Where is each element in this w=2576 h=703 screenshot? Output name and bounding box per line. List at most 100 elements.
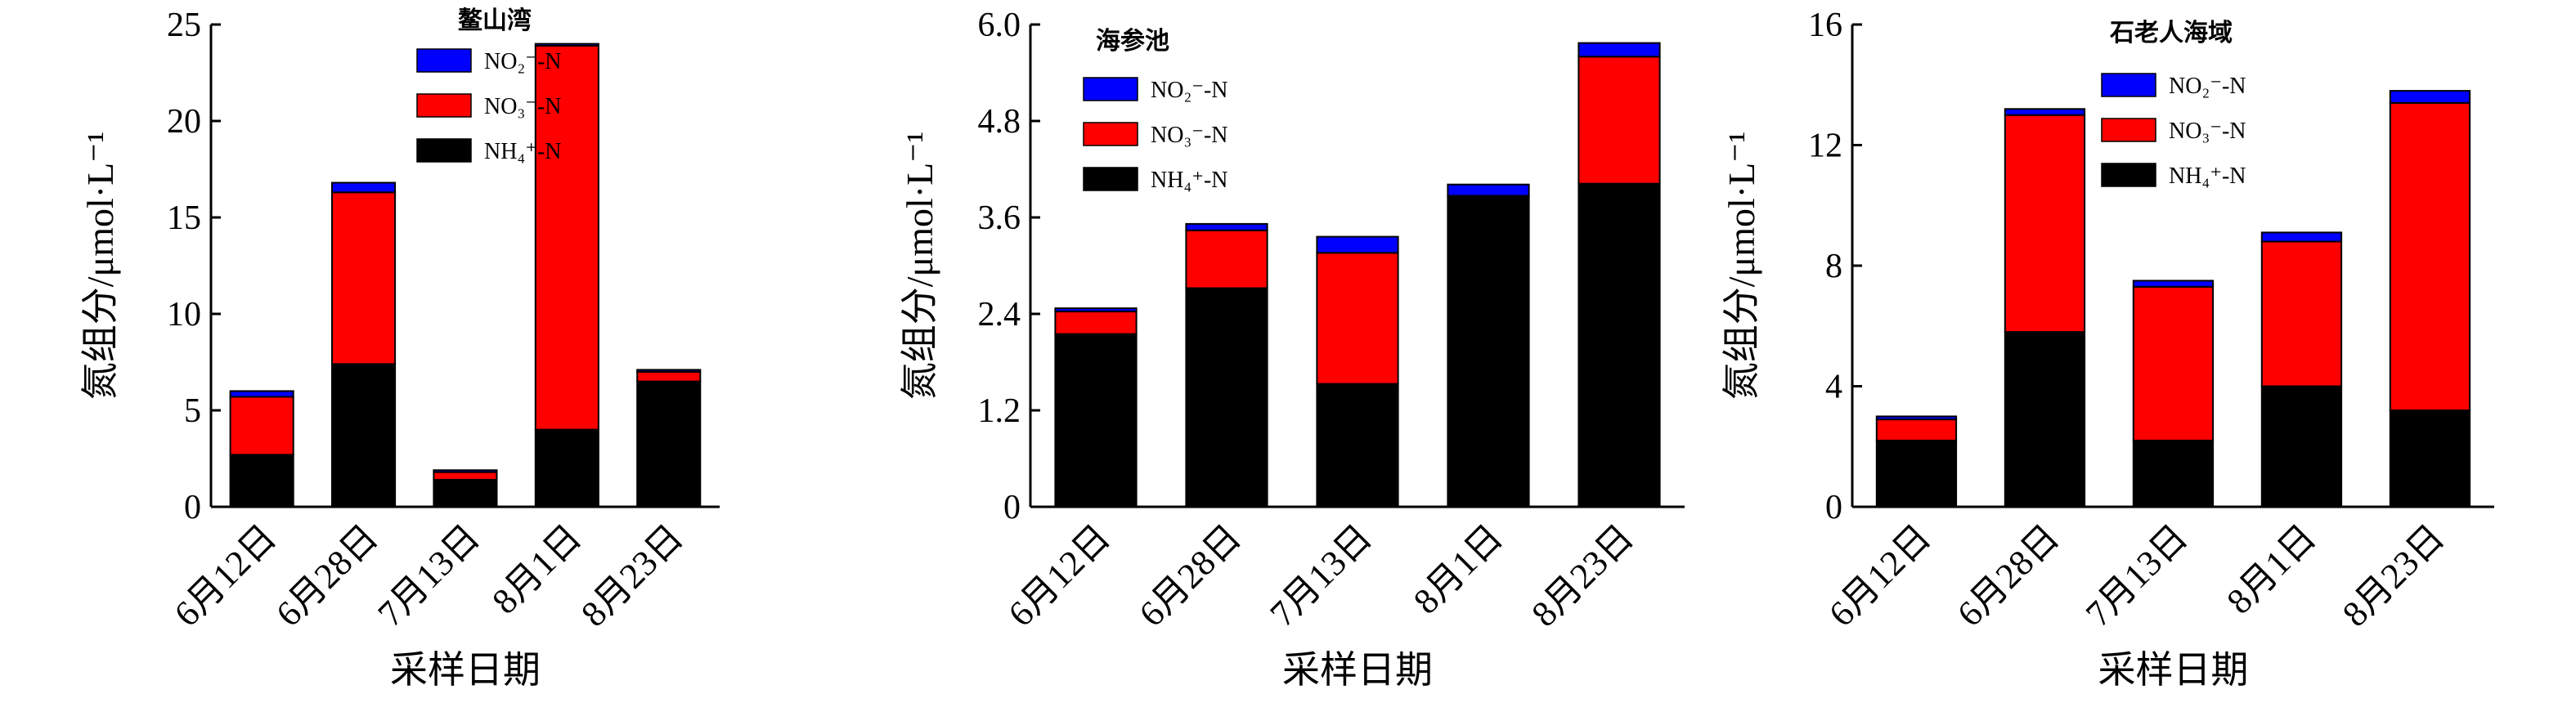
bar-segment-2-2 (331, 191, 397, 365)
bar-segment-3-5 (2389, 90, 2471, 104)
x-axis-title: 采样日期 (2098, 649, 2249, 691)
legend-label: NO₃⁻-N (2169, 119, 2246, 144)
bar-segment-1-1 (1054, 333, 1138, 508)
y-tick-label: 0 (1003, 489, 1021, 526)
y-tick-label: 3.6 (978, 199, 1021, 237)
x-tick-label: 6月28日 (1950, 517, 2067, 634)
chart-title: 海参池 (1096, 28, 1169, 55)
bar-segment-3-3 (1316, 235, 1399, 254)
y-tick-label: 2.4 (978, 296, 1021, 334)
y-tick-label: 4 (1825, 369, 1842, 406)
bar-segment-3-3 (433, 469, 498, 473)
x-tick-label: 6月12日 (1821, 517, 1939, 634)
legend-label: NO₃⁻-N (484, 94, 562, 119)
y-tick-label: 15 (167, 199, 201, 237)
bar-segment-3-4 (2260, 231, 2343, 243)
legend-swatch (2101, 118, 2156, 142)
legend-label: NH₄⁺-N (484, 139, 562, 164)
legend-label: NH₄⁺-N (2169, 163, 2246, 189)
bar-segment-2-1 (229, 396, 294, 456)
legend: NO₂⁻-N NO₃⁻-N NH₄⁺-N (1083, 77, 1228, 193)
x-axis-title: 采样日期 (390, 649, 541, 691)
bar-segment-1-5 (2389, 410, 2471, 508)
bar-segment-2-5 (636, 370, 702, 383)
bar-segment-3-2 (1185, 222, 1268, 231)
legend-label: NO₃⁻-N (1151, 123, 1228, 148)
bar-segment-1-5 (1577, 182, 1661, 508)
legend-swatch (2101, 73, 2156, 97)
bar-segment-1-2 (331, 363, 397, 508)
bar-segment-2-4 (2260, 240, 2343, 387)
chart-title: 鳌山湾 (458, 7, 532, 34)
bar-segment-3-1 (1875, 415, 1958, 421)
chart-panel-2: 0 1.2 2.4 3.6 4.8 6.0 6月12日 6月28日 7月13日 8月1日 8月23日… (899, 7, 1685, 691)
bar-segment-2-3 (433, 471, 498, 481)
bar-segment-3-4 (534, 43, 599, 47)
x-tick-label: 8月1日 (1406, 517, 1510, 621)
x-tick-label: 6月28日 (1132, 517, 1250, 634)
y-tick-label: 10 (167, 296, 201, 334)
legend-swatch (1083, 77, 1138, 101)
y-tick-label: 1.2 (978, 392, 1021, 430)
legend: NO₂⁻-N NO₃⁻-N NH₄⁺-N (2101, 73, 2246, 189)
y-tick-label: 5 (184, 392, 201, 430)
bar-segment-2-5 (2389, 101, 2471, 412)
chart-panel-1: 05101520256月12日6月28日7月13日8月1日8月23日采样日期氮组… (79, 7, 720, 691)
legend-swatch (416, 48, 472, 73)
y-tick-label: 6.0 (978, 7, 1021, 44)
x-tick-label: 8月23日 (2335, 517, 2453, 634)
bar-segment-2-2 (1185, 229, 1268, 289)
legend-swatch (1083, 167, 1138, 191)
legend-swatch (416, 138, 472, 163)
y-tick-label: 25 (167, 7, 201, 44)
legend-label: NH₄⁺-N (1151, 168, 1228, 193)
legend-label: NO₂⁻-N (484, 49, 562, 74)
bar-segment-1-5 (636, 380, 702, 508)
bar-segment-2-3 (2132, 285, 2215, 441)
bar-segment-1-4 (1447, 195, 1530, 508)
chart-title: 石老人海域 (2109, 20, 2233, 47)
x-axis-title: 采样日期 (1282, 649, 1433, 691)
y-tick-label: 4.8 (978, 103, 1021, 141)
y-axis-title: 氮组分/μmol·L⁻¹ (1721, 132, 1762, 401)
bar-segment-2-5 (1577, 56, 1661, 185)
y-tick-label: 20 (167, 103, 201, 141)
x-tick-label: 6月28日 (268, 517, 386, 634)
bar-segment-2-3 (1316, 252, 1399, 385)
y-tick-label: 12 (1808, 128, 1842, 165)
x-tick-label: 8月1日 (2219, 517, 2324, 621)
y-tick-label: 16 (1808, 7, 1842, 44)
bar-segment-1-2 (1185, 287, 1268, 508)
legend-swatch (2101, 163, 2156, 187)
y-axis-title: 氮组分/μmol·L⁻¹ (899, 132, 940, 401)
bar-segment-3-3 (2132, 280, 2215, 288)
legend-swatch (416, 93, 472, 118)
x-tick-label: 8月23日 (573, 517, 691, 634)
x-tick-label: 7月13日 (370, 517, 488, 634)
x-tick-label: 7月13日 (2078, 517, 2196, 634)
y-tick-label: 0 (184, 489, 201, 526)
legend-label: NO₂⁻-N (2169, 74, 2246, 99)
bar-segment-1-4 (2260, 385, 2343, 508)
x-tick-label: 7月13日 (1263, 517, 1380, 634)
y-tick-label: 0 (1825, 489, 1842, 526)
bar-segment-1-2 (2004, 331, 2086, 508)
bar-segment-3-4 (1447, 183, 1530, 197)
bar-segment-1-3 (1316, 383, 1399, 508)
bar-segment-1-3 (2132, 439, 2215, 508)
bar-segment-3-1 (229, 390, 294, 398)
bar-segment-3-5 (1577, 42, 1661, 58)
y-tick-label: 8 (1825, 248, 1842, 285)
bar-segment-3-2 (331, 181, 397, 194)
legend-swatch (1083, 122, 1138, 146)
bar-segment-3-1 (1054, 307, 1138, 313)
legend: NO₂⁻-N NO₃⁻-N NH₄⁺-N (416, 48, 562, 164)
x-tick-label: 6月12日 (1001, 517, 1119, 634)
x-tick-label: 8月23日 (1524, 517, 1642, 634)
bar-segment-1-1 (229, 454, 294, 508)
bar-segment-1-4 (534, 428, 599, 508)
bar-segment-2-1 (1875, 419, 1958, 441)
bar-segment-3-5 (636, 369, 702, 373)
